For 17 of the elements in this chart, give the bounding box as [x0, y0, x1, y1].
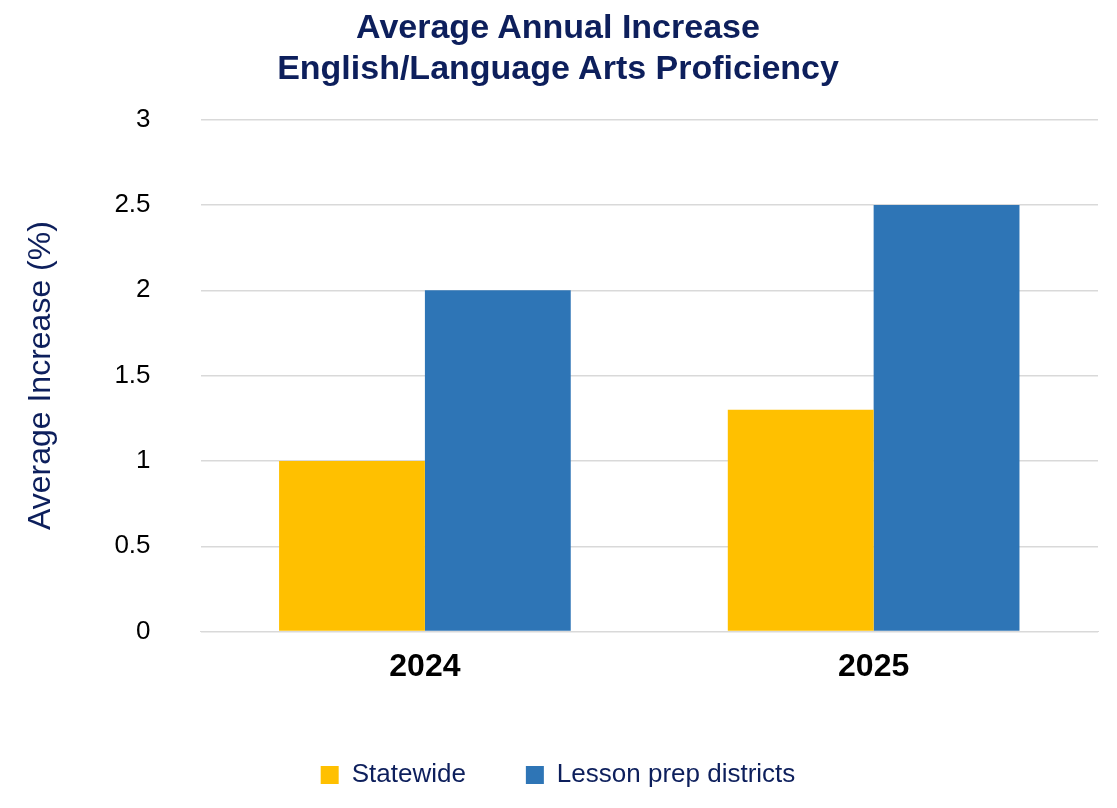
y-tick-label: 1.5: [114, 358, 151, 389]
y-tick-label: 0: [136, 614, 151, 645]
x-tick-label: 2024: [389, 646, 461, 683]
y-axis-title: Average Increase (%): [21, 221, 58, 531]
y-tick-label: 2.5: [114, 188, 151, 219]
bar: [727, 409, 874, 631]
x-tick-label: 2025: [838, 646, 910, 683]
legend-label: Lesson prep districts: [556, 758, 796, 789]
y-tick-label: 0.5: [114, 529, 151, 560]
bar: [873, 204, 1020, 631]
legend-label: Statewide: [351, 758, 466, 789]
chart-title: Average Annual Increase English/Language Arts Proficiency: [277, 6, 839, 86]
y-tick-label: 3: [136, 102, 151, 133]
y-tick-label: 1: [136, 444, 151, 475]
bar: [279, 460, 425, 631]
y-tick-label: 2: [136, 273, 151, 304]
bar: [424, 290, 571, 631]
